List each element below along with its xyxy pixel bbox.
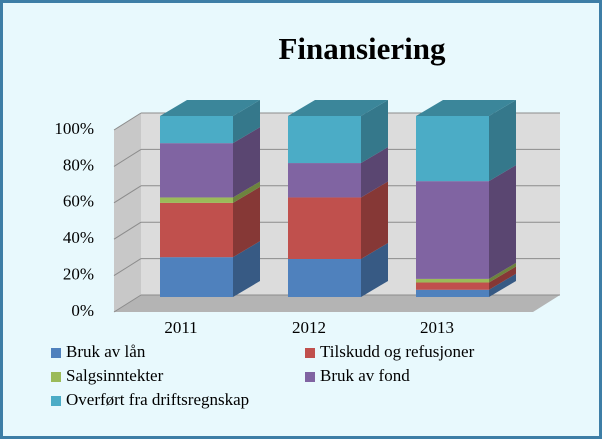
bar-segment xyxy=(160,127,260,198)
bar-front xyxy=(416,116,489,182)
bar-front xyxy=(416,181,489,279)
bar-side xyxy=(233,100,260,144)
x-tick-label: 2012 xyxy=(292,318,326,337)
bar-segment xyxy=(160,181,260,203)
legend-label: Bruk av lån xyxy=(66,342,146,361)
y-tick-label: 20% xyxy=(63,265,94,284)
grid-line xyxy=(113,258,142,277)
grid-line xyxy=(113,112,142,131)
floor xyxy=(114,295,560,312)
bar-front xyxy=(160,143,233,198)
grid-line xyxy=(113,294,142,313)
bar-front xyxy=(288,163,361,198)
grid-line xyxy=(113,148,142,167)
bar-front xyxy=(416,282,489,290)
bar-top xyxy=(288,100,388,116)
bar-segment xyxy=(416,165,516,279)
y-tick-label: 80% xyxy=(63,155,94,174)
legend-label: Bruk av fond xyxy=(320,366,410,385)
legend-swatch xyxy=(305,372,315,382)
y-tick-label: 60% xyxy=(63,192,94,211)
bar-side xyxy=(489,273,516,297)
x-tick-label: 2013 xyxy=(420,318,454,337)
bar-top xyxy=(416,100,516,116)
bar-front xyxy=(160,202,233,258)
bar-side xyxy=(233,181,260,203)
grid-line xyxy=(113,185,142,204)
legend-swatch xyxy=(51,348,61,358)
bar-front xyxy=(416,278,489,283)
grid-line xyxy=(113,221,142,240)
bar-segment xyxy=(160,186,260,258)
bar-segment xyxy=(416,273,516,297)
legend-swatch xyxy=(305,348,315,358)
bar-segment xyxy=(160,241,260,297)
bar-segment xyxy=(416,266,516,290)
bar-side xyxy=(361,242,388,297)
bar-segment xyxy=(160,100,260,144)
bar-front xyxy=(288,197,361,259)
left-wall xyxy=(114,113,141,312)
bar-front xyxy=(160,197,233,203)
x-tick-label: 2011 xyxy=(164,318,197,337)
legend-label: Salgsinntekter xyxy=(66,366,164,385)
bar-segment xyxy=(416,262,516,283)
bar-front xyxy=(416,289,489,297)
legend-swatch xyxy=(51,396,61,406)
bar-top xyxy=(160,100,260,116)
bar-segment xyxy=(288,147,388,198)
legend-label: Overført fra driftsregnskap xyxy=(66,390,249,409)
bar-segment xyxy=(416,100,516,182)
bar-side xyxy=(489,165,516,279)
y-tick-label: 40% xyxy=(63,228,94,247)
bar-front xyxy=(288,116,361,164)
bar-side xyxy=(489,100,516,182)
bar-front xyxy=(160,257,233,297)
bar-side xyxy=(233,186,260,258)
chart-title: Finansiering xyxy=(278,31,446,66)
bar-side xyxy=(361,100,388,164)
legend-label: Tilskudd og refusjoner xyxy=(320,342,475,361)
y-tick-label: 0% xyxy=(71,301,94,320)
legend-swatch xyxy=(51,372,61,382)
bar-side xyxy=(233,241,260,297)
bar-side xyxy=(361,181,388,259)
bar-front xyxy=(288,258,361,297)
bar-side xyxy=(489,266,516,290)
bar-segment xyxy=(288,242,388,297)
y-tick-label: 100% xyxy=(54,119,94,138)
bar-side xyxy=(489,262,516,283)
bar-segment xyxy=(288,181,388,259)
bar-front xyxy=(160,116,233,144)
bar-side xyxy=(361,147,388,198)
bar-segment xyxy=(288,100,388,164)
bar-side xyxy=(233,127,260,198)
